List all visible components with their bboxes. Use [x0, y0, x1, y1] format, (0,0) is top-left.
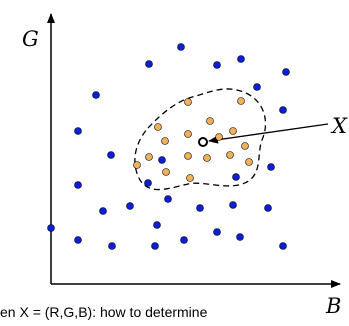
- blue-point: [177, 43, 185, 51]
- caption: en X = (R,G,B): how to determine: [0, 304, 208, 320]
- orange-point: [237, 97, 245, 105]
- blue-point: [126, 202, 134, 210]
- blue-point: [74, 127, 82, 135]
- blue-point: [108, 242, 116, 250]
- orange-point: [184, 152, 192, 160]
- orange-point: [145, 153, 153, 161]
- blue-point: [47, 224, 55, 232]
- orange-point: [226, 151, 234, 159]
- blue-point: [92, 91, 100, 99]
- blue-point: [144, 179, 152, 187]
- orange-point: [154, 123, 162, 131]
- x-axis-label: B: [325, 294, 341, 318]
- query-label: X: [330, 114, 348, 138]
- data-points: [47, 43, 290, 250]
- blue-point: [74, 236, 82, 244]
- query-arrow: [208, 123, 329, 144]
- blue-point: [267, 163, 275, 171]
- blue-point: [232, 173, 240, 181]
- blue-point: [158, 156, 166, 164]
- blue-point: [237, 55, 245, 63]
- neighborhood-boundary: [134, 88, 267, 191]
- blue-point: [236, 233, 244, 241]
- orange-point: [215, 133, 223, 141]
- orange-point: [241, 142, 249, 150]
- orange-point: [184, 98, 192, 106]
- y-axis-label: G: [22, 27, 39, 51]
- query-point: [198, 137, 208, 147]
- orange-point: [184, 130, 192, 138]
- blue-point: [213, 228, 221, 236]
- blue-point: [180, 236, 188, 244]
- blue-point: [164, 195, 172, 203]
- orange-point: [161, 137, 169, 145]
- orange-point: [133, 161, 141, 169]
- blue-point: [153, 221, 161, 229]
- blue-point: [253, 83, 261, 91]
- blue-point: [229, 201, 237, 209]
- orange-point: [229, 127, 237, 135]
- blue-point: [279, 242, 287, 250]
- blue-point: [99, 207, 107, 215]
- orange-point: [206, 117, 214, 125]
- blue-point: [151, 242, 159, 250]
- orange-point: [162, 168, 170, 176]
- blue-point: [107, 151, 115, 159]
- blue-point: [282, 68, 290, 76]
- blue-point: [264, 204, 272, 212]
- blue-point: [196, 204, 204, 212]
- orange-point: [245, 158, 253, 166]
- blue-point: [74, 181, 82, 189]
- blue-point: [279, 106, 287, 114]
- blue-point: [145, 60, 153, 68]
- blue-point: [213, 61, 221, 69]
- orange-point: [186, 174, 194, 182]
- orange-point: [203, 154, 211, 162]
